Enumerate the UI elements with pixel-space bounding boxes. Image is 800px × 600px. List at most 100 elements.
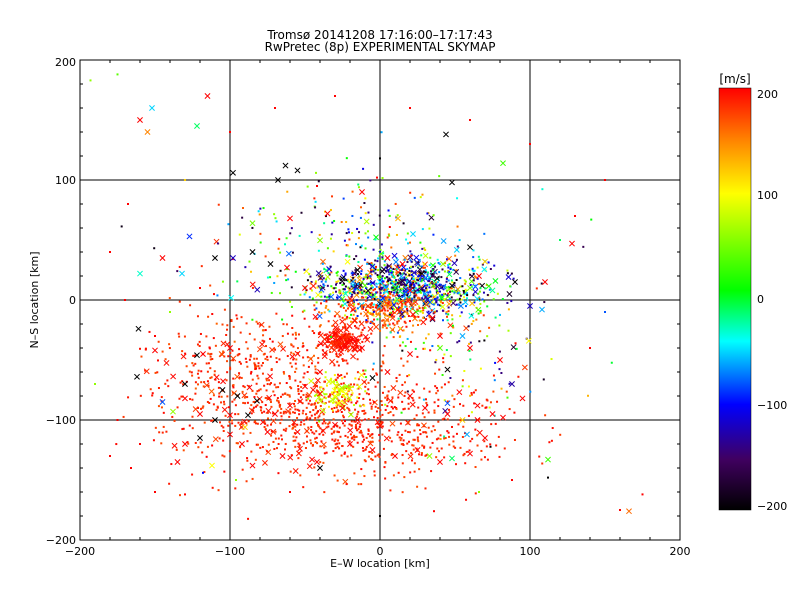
data-point-dot <box>372 314 375 317</box>
data-point-dot <box>256 374 259 377</box>
data-point-dot <box>396 264 399 267</box>
data-point-dot <box>363 258 366 261</box>
data-point-dot <box>360 272 363 275</box>
data-point-dot <box>363 404 366 407</box>
data-point-cross <box>442 408 449 414</box>
data-point-dot <box>386 285 389 288</box>
data-point-dot <box>387 279 390 282</box>
data-point-dot <box>354 340 357 343</box>
data-point-dot <box>351 392 354 395</box>
data-point-dot <box>277 472 280 475</box>
data-point-cross <box>159 399 166 405</box>
tick-marks <box>79 59 681 541</box>
data-point-dot <box>315 317 318 320</box>
data-point-dot <box>331 340 334 343</box>
data-point-dot <box>415 294 418 297</box>
data-point-dot <box>270 430 273 433</box>
data-point-cross <box>422 291 428 297</box>
data-point-dot <box>246 459 249 462</box>
data-point-dot <box>463 452 466 455</box>
data-point-dot <box>474 275 477 278</box>
data-point-dot <box>416 485 419 488</box>
data-point-dot <box>243 396 246 399</box>
data-point-dot <box>354 325 357 328</box>
data-point-dot <box>245 322 248 325</box>
data-point-cross <box>338 384 345 391</box>
data-point-dot <box>401 349 404 352</box>
data-point-dot <box>360 483 363 486</box>
data-point-cross <box>170 408 176 415</box>
data-point-dot <box>418 396 421 399</box>
data-point-dot <box>353 292 356 295</box>
data-point-dot <box>424 282 427 285</box>
data-point-dot <box>387 304 390 307</box>
data-point-dot <box>232 377 235 380</box>
data-point-dot <box>503 447 506 450</box>
data-point-dot <box>306 349 309 352</box>
data-point-dot <box>420 265 423 268</box>
data-point-dot <box>419 241 422 244</box>
data-point-dot <box>497 435 500 438</box>
data-point-dot <box>269 355 272 358</box>
data-point-dot <box>422 262 425 265</box>
data-point-dot <box>265 379 268 382</box>
data-point-dot <box>325 300 328 303</box>
data-point-dot <box>375 282 378 285</box>
data-point-dot <box>231 349 234 352</box>
data-point-cross <box>492 277 499 284</box>
data-point-dot <box>315 171 318 174</box>
data-point-dot <box>306 279 309 282</box>
data-point-dot <box>216 406 219 409</box>
data-point-dot <box>582 245 585 248</box>
data-point-dot <box>336 445 339 448</box>
data-point-cross <box>449 179 455 186</box>
data-point-dot <box>471 267 474 270</box>
data-point-dot <box>353 258 356 261</box>
data-point-dot <box>401 315 404 318</box>
data-point-cross <box>326 378 332 385</box>
data-point-dot <box>365 321 368 324</box>
data-point-dot <box>343 323 346 326</box>
data-point-dot <box>318 433 321 436</box>
data-point-dot <box>240 316 243 319</box>
data-point-dot <box>282 410 285 413</box>
data-point-dot <box>344 325 347 328</box>
data-point-dot <box>376 275 379 278</box>
data-point-dot <box>393 276 396 279</box>
data-point-dot <box>439 438 442 441</box>
data-point-cross <box>472 288 479 295</box>
data-point-dot <box>326 341 329 344</box>
data-point-dot <box>357 183 360 186</box>
data-point-dot <box>317 180 320 183</box>
data-point-dot <box>206 380 209 383</box>
data-point-dot <box>234 424 237 427</box>
data-point-dot <box>332 431 335 434</box>
data-point-cross <box>542 279 548 285</box>
data-point-dot <box>193 354 196 357</box>
data-point-dot <box>364 448 367 451</box>
data-point-cross <box>449 455 455 462</box>
data-point-dot <box>383 466 386 469</box>
data-point-dot <box>355 340 358 343</box>
data-point-dot <box>448 270 451 273</box>
data-point-cross <box>249 281 256 288</box>
data-point-dot <box>371 282 374 285</box>
data-point-dot <box>372 362 375 365</box>
data-point-dot <box>406 294 409 297</box>
data-point-dot <box>517 375 520 378</box>
data-point-dot <box>278 358 281 361</box>
data-point-dot <box>341 358 344 361</box>
data-point-dot <box>314 437 317 440</box>
colorbar-tick-label: −200 <box>757 500 787 513</box>
data-point-cross <box>419 270 425 277</box>
data-point-dot <box>395 380 398 383</box>
data-point-dot <box>216 294 219 297</box>
data-point-dot <box>338 447 341 450</box>
data-point-dot <box>403 476 406 479</box>
data-point-dot <box>387 233 390 236</box>
data-point-dot <box>376 416 379 419</box>
data-point-dot <box>316 401 319 404</box>
data-point-cross <box>256 346 263 353</box>
data-point-dot <box>417 315 420 318</box>
data-point-cross <box>344 339 350 345</box>
